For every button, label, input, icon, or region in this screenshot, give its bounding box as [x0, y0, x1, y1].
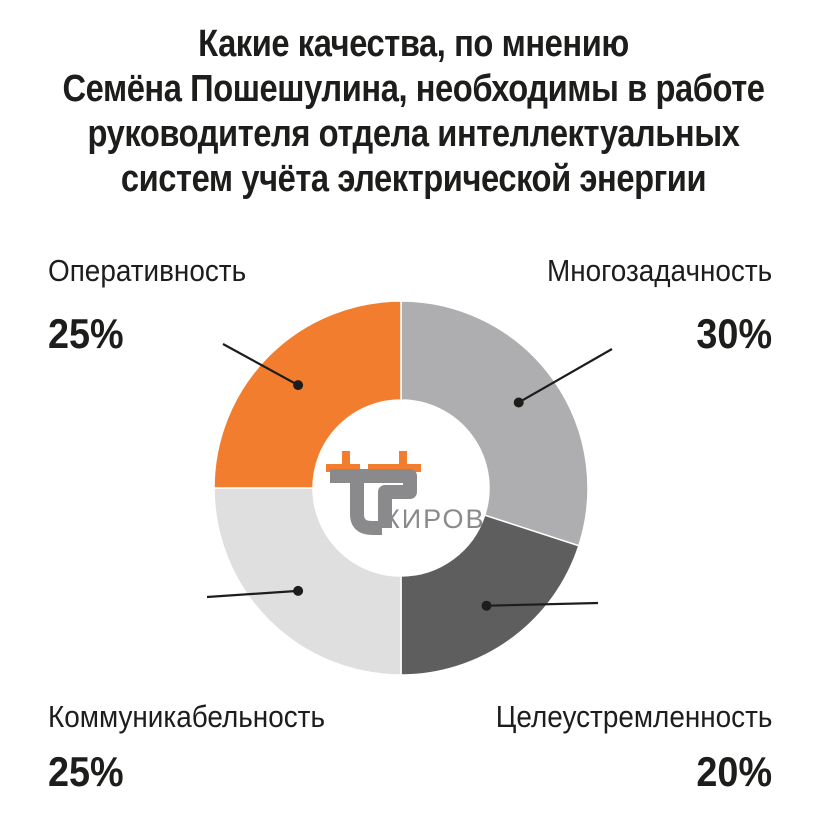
leader-line-mnogozadachnost: [518, 348, 613, 404]
leader-line-operativnost: [222, 343, 299, 387]
slice-label-tseleustremlennost: Целеустремленность: [495, 699, 772, 734]
slice-value-mnogozadachnost: 30%: [696, 310, 772, 357]
chart-title: Какие качества, по мнению Семёна Пошешул…: [58, 22, 769, 202]
leader-dot-mnogozadachnost: [513, 397, 524, 408]
leader-line-tseleustremlennost: [486, 601, 599, 607]
leader-dot-tseleustremlennost: [481, 600, 492, 611]
leader-lines: [206, 343, 613, 611]
t-plus-mark-icon: [326, 451, 421, 535]
title-line-3: руководителя отдела интеллектуальных: [87, 113, 740, 155]
slice-value-tseleustremlennost: 20%: [696, 748, 772, 795]
slice-value-operativnost: 25%: [48, 310, 124, 357]
leader-line-kommunikabelnost: [206, 589, 299, 599]
title-line-1: Какие качества, по мнению: [198, 23, 629, 65]
title-line-2: Семёна Пошешулина, необходимы в работе: [62, 68, 765, 110]
slice-label-mnogozadachnost: Многозадачность: [546, 253, 772, 288]
leader-dot-operativnost: [293, 380, 304, 391]
kirov-logo: КИРОВ: [313, 400, 489, 576]
leader-dot-kommunikabelnost: [293, 585, 304, 596]
title-line-4: систем учёта электрической энергии: [120, 158, 707, 200]
slice-label-operativnost: Оперативность: [48, 253, 247, 288]
slice-value-kommunikabelnost: 25%: [48, 748, 124, 795]
slice-label-kommunikabelnost: Коммуникабельность: [48, 699, 325, 734]
logo-brand-text: КИРОВ: [384, 504, 486, 534]
